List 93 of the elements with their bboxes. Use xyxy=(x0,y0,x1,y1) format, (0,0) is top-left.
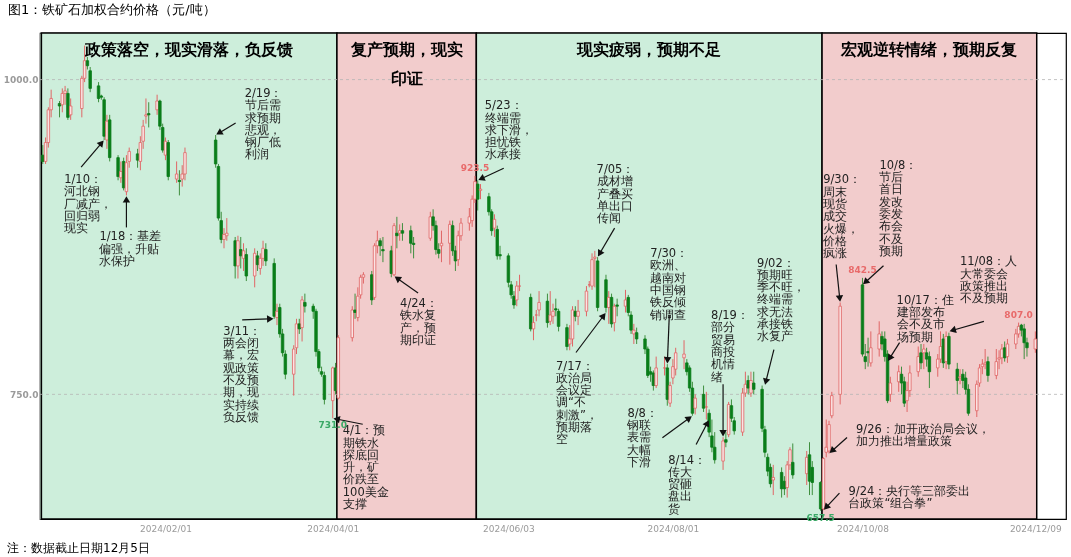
annotation: 7/30：欧洲、越南对中国钢铁反倾销调查 xyxy=(649,246,689,322)
candlestick xyxy=(791,442,795,480)
candlestick xyxy=(409,225,413,254)
chart-title: 图1：铁矿石加权合约价格（元/吨） xyxy=(8,2,216,17)
x-tick-label: 2024/04/01 xyxy=(307,523,360,534)
candlestick xyxy=(381,236,385,263)
candlestick xyxy=(155,94,159,116)
candlestick xyxy=(147,101,151,128)
band-label: 现实疲弱，预期不足 xyxy=(576,40,722,59)
candlestick xyxy=(353,293,357,320)
candlestick xyxy=(1003,340,1007,363)
candlestick xyxy=(537,290,541,317)
candlestick xyxy=(779,466,784,499)
candlestick xyxy=(60,87,64,113)
candlestick xyxy=(389,245,393,278)
x-tick-label: 2024/10/08 xyxy=(837,523,890,534)
candlestick xyxy=(66,87,70,121)
candlestick xyxy=(565,323,569,351)
candlestick xyxy=(897,364,901,393)
annotation: 807.0 xyxy=(1004,309,1033,320)
candlestick xyxy=(866,337,870,368)
candlestick xyxy=(607,290,611,325)
annotation: 10/17：住建部发布会不及市场预期 xyxy=(895,292,954,344)
candlestick xyxy=(888,376,893,403)
annotation: 9/02：预期旺季不旺，终端需求无法承接铁水复产 xyxy=(756,255,805,344)
candlestick xyxy=(746,374,750,395)
annotation: 8/19：部分贸易商投机情绪 xyxy=(711,308,749,384)
candlestick xyxy=(275,303,279,326)
band-label: 政策落空，现实滑落，负反馈 xyxy=(84,40,294,59)
candlestick xyxy=(922,343,926,370)
candlestick xyxy=(612,303,616,332)
text: 注：数据截止日期12月5日 xyxy=(7,541,150,555)
candlestick xyxy=(1005,338,1010,364)
candlestick xyxy=(428,211,432,242)
candlestick xyxy=(927,351,932,389)
annotation: 7/17：政治局会议定调“不刺激”，预期落空 xyxy=(555,358,598,447)
x-tick-label: 2024/12/09 xyxy=(1009,523,1063,534)
candlestick xyxy=(916,346,920,378)
y-tick-label: 750.0 xyxy=(10,389,39,400)
candlestick xyxy=(303,293,307,314)
candlestick xyxy=(264,242,268,267)
annotation: 8/8：钢联表需大幅下滑 xyxy=(626,405,658,469)
candlestick xyxy=(41,144,45,165)
annotation: 7/05：成材增产叠买单出口传闻 xyxy=(596,162,635,226)
candlestick xyxy=(749,371,753,398)
candlestick xyxy=(877,320,881,358)
candlestick xyxy=(983,348,987,370)
candlestick xyxy=(941,333,945,369)
candlestick xyxy=(693,393,697,415)
candlestick xyxy=(958,368,962,385)
candlestick xyxy=(593,250,597,288)
candlestick xyxy=(955,362,959,395)
candlestick xyxy=(119,160,123,184)
x-tick-label: 2024/06/03 xyxy=(482,523,535,534)
annotation: 5/23：终端需求下滑，担忧铁水承接 xyxy=(484,98,533,162)
annotation: 10/8：节后首日发改委发布会不及预期 xyxy=(879,157,918,258)
annotation: 3/11：两会闭幕，宏观政策不及预期，现实持续负反馈 xyxy=(223,323,262,424)
candlestick xyxy=(994,348,998,380)
annotation: 9/30：周末现货成交火爆，价格疯涨 xyxy=(822,172,861,261)
annotation: 9/24：央行等三部委出台政策“组合拳” xyxy=(848,484,971,511)
candlestick xyxy=(721,436,725,471)
candlestick xyxy=(805,450,809,486)
x-tick-label: 2024/08/01 xyxy=(647,523,700,534)
candlestick xyxy=(88,66,92,93)
annotation: 4/24：铁水复产，预期印证 xyxy=(399,296,438,347)
candlestick xyxy=(69,97,73,121)
candlestick xyxy=(724,431,728,448)
annotation: 8/14：传大贸砸盘出货 xyxy=(668,452,706,516)
band-label: 复产预期，现实印证 xyxy=(349,40,463,88)
candlestick xyxy=(322,371,327,405)
x-tick-label: 2024/02/01 xyxy=(140,523,192,534)
band-label: 宏观逆转情绪，预期反复 xyxy=(840,40,1018,59)
candlestick xyxy=(830,391,834,419)
candlestick xyxy=(1033,330,1037,354)
candlestick xyxy=(869,330,873,368)
candlestick xyxy=(1000,343,1004,365)
y-tick-label: 1000.0 xyxy=(3,75,39,86)
annotation: 9/26：加开政治局会议，加力推出增量政策 xyxy=(856,421,990,448)
candlestick xyxy=(682,339,686,370)
candlestick xyxy=(239,236,243,269)
candlestick xyxy=(615,298,619,317)
candlestick xyxy=(105,114,109,150)
candlestick xyxy=(771,464,775,496)
candlestick xyxy=(548,290,552,326)
candlestick xyxy=(662,356,667,376)
candlestick xyxy=(752,371,756,395)
candlestick xyxy=(116,154,120,181)
annotation: 2/19：节后需求预期悲观，钢厂低利润 xyxy=(243,85,283,162)
candlestick xyxy=(986,356,990,383)
candlestick xyxy=(704,391,708,421)
annotation: 11/08：人大常委会政策推出不及预期 xyxy=(959,254,1018,306)
candlestick xyxy=(654,356,658,389)
candlestick xyxy=(244,247,248,282)
